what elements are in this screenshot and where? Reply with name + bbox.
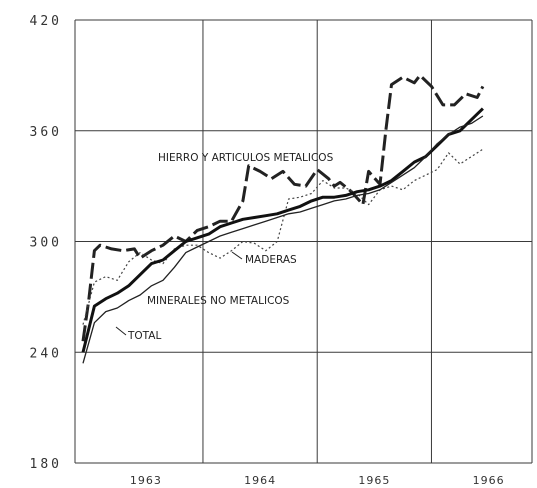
total-label: TOTAL <box>127 330 161 342</box>
y-tick-label: 420 <box>30 14 62 29</box>
grid <box>74 19 533 464</box>
x-tick-label: 1965 <box>358 474 390 487</box>
annotations: HIERRO Y ARTICULOS METALICOS MADERAS MINER… <box>115 152 334 342</box>
total-leader-line <box>115 326 127 336</box>
y-tick-label: 300 <box>30 236 62 251</box>
maderas-label: MADERAS <box>245 254 297 266</box>
x-tick-label: 1963 <box>130 474 162 487</box>
minerales-series-line <box>81 107 484 353</box>
maderas-series-line <box>82 148 484 325</box>
maderas-leader-line <box>231 251 243 260</box>
y-tick-label: 180 <box>30 457 62 472</box>
hierro-label: HIERRO Y ARTICULOS METALICOS <box>158 152 334 164</box>
y-tick-label: 240 <box>30 346 62 361</box>
x-tick-label: 1964 <box>244 474 276 487</box>
total-series-line <box>82 115 484 364</box>
hierro-series-line <box>81 73 485 342</box>
x-tick-label: 1966 <box>473 474 505 487</box>
minerales-label: MINERALES NO METALICOS <box>147 295 290 307</box>
y-tick-label: 360 <box>30 125 62 140</box>
series-lines <box>81 73 485 364</box>
axis-ticks: 420 360 300 240 180 1963 1964 1965 1966 <box>30 14 505 487</box>
